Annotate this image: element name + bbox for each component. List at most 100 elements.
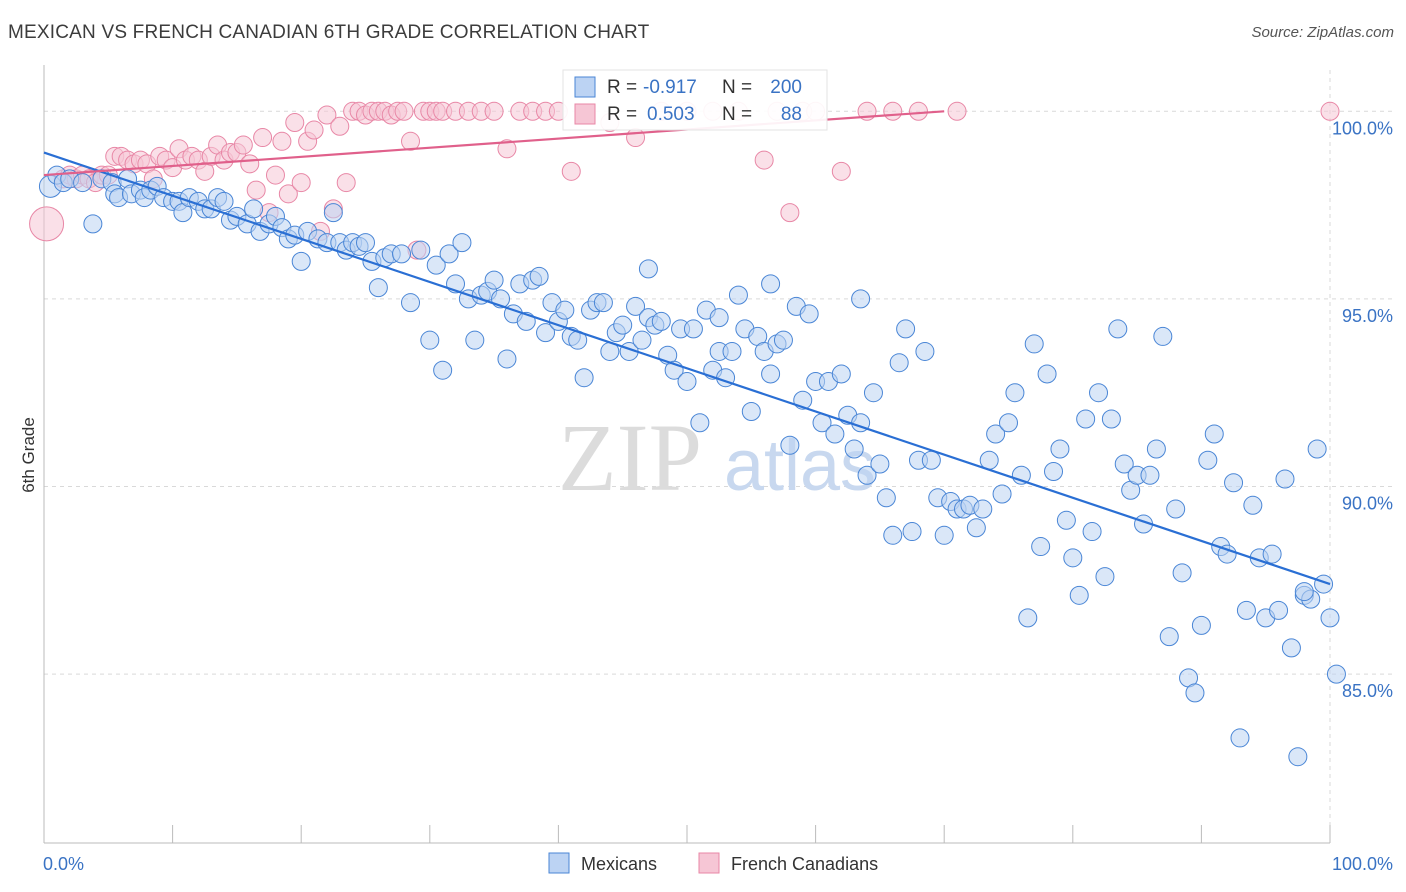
stats-n-value-french-canadians: 88 — [781, 104, 802, 125]
trend-line-mexicans — [43, 151, 1331, 586]
data-point-french-canadians — [780, 203, 800, 223]
data-point-mexicans — [1114, 454, 1134, 474]
data-point-mexicans — [1082, 522, 1102, 542]
data-point-mexicans — [1056, 510, 1076, 530]
data-point-mexicans — [1037, 364, 1057, 384]
data-point-mexicans — [1146, 439, 1166, 459]
data-point-mexicans — [1204, 424, 1224, 444]
data-point-french-canadians — [29, 206, 65, 242]
data-point-mexicans — [613, 315, 633, 335]
data-point-mexicans — [291, 251, 311, 271]
data-point-mexicans — [1076, 409, 1096, 429]
tick-labels: 100.0% 95.0% 90.0% 85.0% 0.0% 100.0% — [43, 118, 1393, 874]
source-label: Source: ZipAtlas.com — [1251, 24, 1394, 41]
data-point-french-canadians — [285, 113, 305, 133]
data-point-mexicans — [1224, 473, 1244, 493]
data-point-french-canadians — [497, 139, 517, 159]
data-point-french-canadians — [831, 161, 851, 181]
data-point-mexicans — [465, 330, 485, 350]
data-point-mexicans — [497, 349, 517, 369]
data-point-mexicans — [1281, 638, 1301, 658]
stats-legend-box — [562, 69, 828, 131]
data-point-mexicans — [799, 304, 819, 324]
data-point-mexicans — [1294, 582, 1314, 602]
data-point-french-canadians — [401, 131, 421, 151]
stats-r-value-mexicans: -0.917 — [643, 77, 697, 98]
data-point-mexicans — [1050, 439, 1070, 459]
legend-swatch-french-canadians — [698, 852, 720, 874]
data-point-french-canadians — [947, 101, 967, 121]
data-point-french-canadians — [908, 101, 928, 121]
data-point-mexicans — [1140, 465, 1160, 485]
data-point-mexicans — [1005, 383, 1025, 403]
data-point-mexicans — [1269, 600, 1289, 620]
data-point-mexicans — [1191, 615, 1211, 635]
stats-n-label-french-canadians: N = — [722, 104, 752, 125]
data-point-mexicans — [484, 270, 504, 290]
data-point-mexicans — [323, 203, 343, 223]
data-point-mexicans — [966, 518, 986, 538]
data-point-french-canadians — [265, 165, 285, 185]
data-point-mexicans — [973, 499, 993, 519]
data-point-mexicans — [1198, 450, 1218, 470]
legend-swatch-mexicans — [548, 852, 570, 874]
stats-r-value-french-canadians: 0.503 — [647, 104, 695, 125]
data-point-mexicans — [1217, 544, 1237, 564]
data-point-mexicans — [392, 244, 412, 264]
data-point-mexicans — [1089, 383, 1109, 403]
data-point-french-canadians — [1320, 101, 1340, 121]
data-point-mexicans — [433, 360, 453, 380]
data-point-mexicans — [574, 368, 594, 388]
data-point-mexicans — [426, 255, 446, 275]
data-point-french-canadians — [484, 101, 504, 121]
data-point-french-canadians — [330, 116, 350, 136]
data-point-mexicans — [876, 488, 896, 508]
data-point-mexicans — [1172, 563, 1192, 583]
data-point-french-canadians — [291, 173, 311, 193]
data-point-mexicans — [1185, 683, 1205, 703]
data-point-mexicans — [1166, 499, 1186, 519]
data-point-mexicans — [632, 330, 652, 350]
data-point-mexicans — [773, 330, 793, 350]
data-point-mexicans — [1018, 608, 1038, 628]
data-point-mexicans — [1063, 548, 1083, 568]
data-point-mexicans — [401, 293, 421, 313]
data-point-mexicans — [420, 330, 440, 350]
data-point-mexicans — [1288, 747, 1308, 767]
data-point-mexicans — [1275, 469, 1295, 489]
data-point-mexicans — [1044, 462, 1064, 482]
data-point-mexicans — [857, 465, 877, 485]
data-point-mexicans — [1236, 600, 1256, 620]
watermark-atlas: atlas — [724, 426, 876, 506]
x-tick-label: 0.0% — [43, 854, 84, 874]
data-point-mexicans — [1230, 728, 1250, 748]
data-point-mexicans — [728, 285, 748, 305]
data-point-mexicans — [896, 319, 916, 339]
data-point-mexicans — [883, 525, 903, 545]
data-point-mexicans — [863, 383, 883, 403]
legend-label-mexicans: Mexicans — [581, 854, 657, 874]
data-point-mexicans — [214, 191, 234, 211]
data-point-french-canadians — [626, 128, 646, 148]
stats-n-label-mexicans: N = — [722, 77, 752, 98]
data-point-mexicans — [902, 522, 922, 542]
data-point-mexicans — [741, 401, 761, 421]
data-point-mexicans — [1024, 334, 1044, 354]
data-point-mexicans — [368, 278, 388, 298]
watermark-zip: ZIP — [558, 404, 702, 511]
stats-legend: R = -0.917 N = 200 R = 0.503 N = 88 — [562, 69, 828, 131]
data-point-mexicans — [761, 274, 781, 294]
data-point-french-canadians — [336, 173, 356, 193]
data-point-mexicans — [593, 293, 613, 313]
data-point-mexicans — [73, 173, 93, 193]
y-tick-label: 85.0% — [1342, 681, 1393, 701]
data-point-mexicans — [825, 424, 845, 444]
bottom-legend: Mexicans French Canadians — [548, 852, 878, 874]
data-point-mexicans — [555, 300, 575, 320]
data-point-mexicans — [683, 319, 703, 339]
data-point-mexicans — [536, 323, 556, 343]
data-point-mexicans — [244, 199, 264, 219]
data-point-mexicans — [986, 424, 1006, 444]
data-point-mexicans — [921, 450, 941, 470]
data-point-mexicans — [1320, 608, 1340, 628]
